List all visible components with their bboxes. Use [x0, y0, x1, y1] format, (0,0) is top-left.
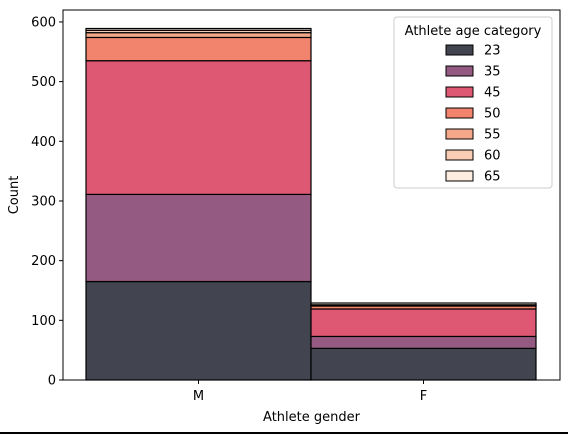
bar-segment-M-45 [86, 61, 311, 195]
x-axis-label: Athlete gender [263, 410, 361, 425]
window-bottom-border [0, 432, 568, 434]
legend-label-60: 60 [484, 149, 501, 164]
bar-segment-M-35 [86, 194, 311, 281]
legend-swatch-50 [446, 108, 473, 118]
bar-segment-F-65 [311, 303, 536, 305]
x-tick-label: F [420, 389, 427, 404]
x-tick-label: M [193, 389, 204, 404]
legend-box [394, 17, 552, 188]
y-tick-label: 400 [31, 135, 56, 150]
legend-swatch-65 [446, 171, 473, 181]
bar-segment-M-55 [86, 33, 311, 38]
y-axis: 0 100 200 300 400 500 600 [31, 15, 63, 388]
bar-segment-M-50 [86, 37, 311, 60]
y-tick-label: 0 [48, 374, 56, 389]
legend-swatch-55 [446, 129, 473, 139]
legend-label-65: 65 [484, 170, 501, 185]
legend-label-45: 45 [484, 86, 501, 101]
y-tick-label: 200 [31, 254, 56, 269]
bar-segment-F-35 [311, 336, 536, 348]
legend-label-50: 50 [484, 107, 501, 122]
legend-swatch-35 [446, 66, 473, 76]
bar-segment-M-65 [86, 29, 311, 31]
legend-swatch-45 [446, 87, 473, 97]
y-tick-label: 500 [31, 75, 56, 90]
legend-swatch-60 [446, 150, 473, 160]
legend-label-35: 35 [484, 65, 501, 80]
bar-segment-F-45 [311, 309, 536, 336]
bar-segment-F-23 [311, 348, 536, 380]
legend-title: Athlete age category [405, 24, 542, 39]
bar-segment-M-23 [86, 282, 311, 380]
y-tick-label: 300 [31, 194, 56, 209]
y-tick-label: 600 [31, 15, 56, 30]
y-axis-label: Count [7, 176, 22, 215]
y-tick-label: 100 [31, 314, 56, 329]
legend-label-55: 55 [484, 128, 501, 143]
legend-swatch-23 [446, 45, 473, 55]
legend: Athlete age category 23 35 45 50 55 60 65 [394, 17, 552, 188]
legend-label-23: 23 [484, 44, 501, 59]
